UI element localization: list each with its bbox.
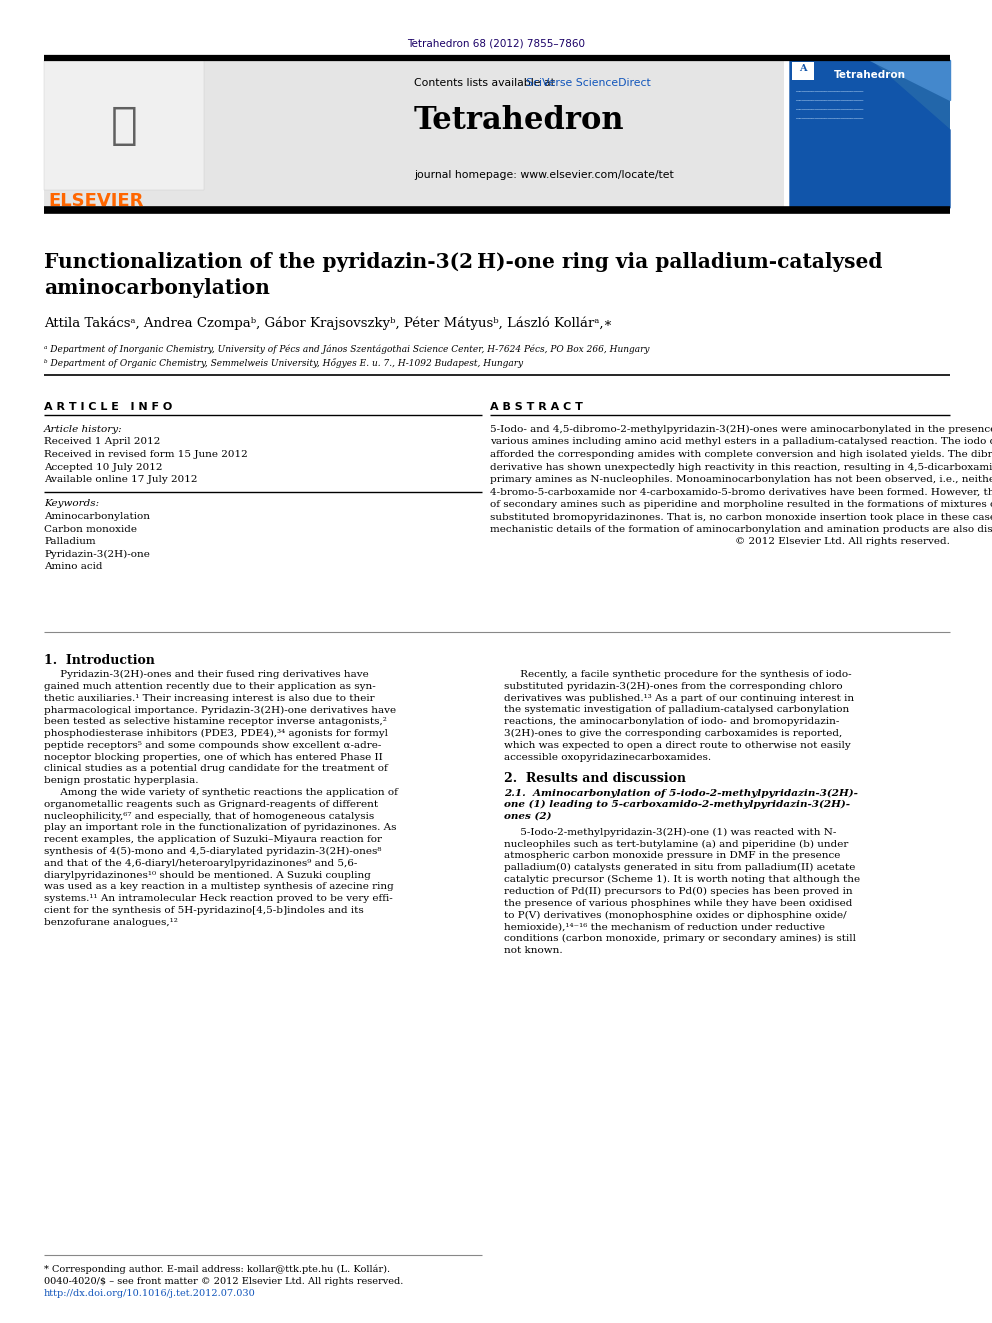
Text: primary amines as N-nucleophiles. Monoaminocarbonylation has not been observed, : primary amines as N-nucleophiles. Monoam… (490, 475, 992, 484)
Text: Available online 17 July 2012: Available online 17 July 2012 (44, 475, 197, 484)
Text: Accepted 10 July 2012: Accepted 10 July 2012 (44, 463, 163, 471)
Text: * Corresponding author. E-mail address: kollar@ttk.pte.hu (L. Kollár).: * Corresponding author. E-mail address: … (44, 1265, 390, 1274)
Text: been tested as selective histamine receptor inverse antagonists,²: been tested as selective histamine recep… (44, 717, 387, 726)
Text: cient for the synthesis of 5H-pyridazino[4,5-b]indoles and its: cient for the synthesis of 5H-pyridazino… (44, 906, 364, 916)
Text: peptide receptors⁵ and some compounds show excellent α-adre-: peptide receptors⁵ and some compounds sh… (44, 741, 381, 750)
Text: ᵇ Department of Organic Chemistry, Semmelweis University, Hőgyes E. u. 7., H-109: ᵇ Department of Organic Chemistry, Semme… (44, 359, 523, 368)
Text: 🌳: 🌳 (111, 103, 137, 147)
Text: ones (2): ones (2) (504, 812, 552, 822)
Text: nucleophilicity,⁶⁷ and especially, that of homogeneous catalysis: nucleophilicity,⁶⁷ and especially, that … (44, 811, 374, 820)
Text: Tetrahedron: Tetrahedron (414, 105, 625, 136)
Text: play an important role in the functionalization of pyridazinones. As: play an important role in the functional… (44, 823, 397, 832)
Text: Article history:: Article history: (44, 425, 123, 434)
Text: afforded the corresponding amides with complete conversion and high isolated yie: afforded the corresponding amides with c… (490, 450, 992, 459)
Text: Amino acid: Amino acid (44, 562, 102, 572)
Text: to P(V) derivatives (monophosphine oxides or diphosphine oxide/: to P(V) derivatives (monophosphine oxide… (504, 910, 846, 919)
Polygon shape (790, 60, 950, 208)
Text: reduction of Pd(II) precursors to Pd(0) species has been proved in: reduction of Pd(II) precursors to Pd(0) … (504, 886, 853, 896)
Text: hemioxide),¹⁴⁻¹⁶ the mechanism of reduction under reductive: hemioxide),¹⁴⁻¹⁶ the mechanism of reduct… (504, 922, 825, 931)
Bar (44, 60, 784, 208)
Text: conditions (carbon monoxide, primary or secondary amines) is still: conditions (carbon monoxide, primary or … (504, 934, 856, 943)
Text: ─────────────────────: ───────────────────── (795, 116, 863, 122)
Text: Pyridazin-3(2H)-ones and their fused ring derivatives have: Pyridazin-3(2H)-ones and their fused rin… (44, 669, 369, 679)
Text: aminocarbonylation: aminocarbonylation (44, 278, 270, 298)
Text: systems.¹¹ An intramolecular Heck reaction proved to be very effi-: systems.¹¹ An intramolecular Heck reacti… (44, 894, 393, 904)
Text: 2.  Results and discussion: 2. Results and discussion (504, 773, 686, 786)
Text: organometallic reagents such as Grignard-reagents of different: organometallic reagents such as Grignard… (44, 800, 378, 808)
Text: reactions, the aminocarbonylation of iodo- and bromopyridazin-: reactions, the aminocarbonylation of iod… (504, 717, 839, 726)
Text: nucleophiles such as tert-butylamine (a) and piperidine (b) under: nucleophiles such as tert-butylamine (a)… (504, 840, 848, 849)
Text: the systematic investigation of palladium-catalysed carbonylation: the systematic investigation of palladiu… (504, 705, 849, 714)
Text: http://dx.doi.org/10.1016/j.tet.2012.07.030: http://dx.doi.org/10.1016/j.tet.2012.07.… (44, 1289, 256, 1298)
Text: atmospheric carbon monoxide pressure in DMF in the presence: atmospheric carbon monoxide pressure in … (504, 852, 840, 860)
Bar (792, 62, 814, 79)
Bar (790, 60, 950, 208)
Text: catalytic precursor (Scheme 1). It is worth noting that although the: catalytic precursor (Scheme 1). It is wo… (504, 875, 860, 884)
Text: Palladium: Palladium (44, 537, 95, 546)
Text: Tetrahedron 68 (2012) 7855–7860: Tetrahedron 68 (2012) 7855–7860 (407, 38, 585, 48)
Bar (44, 60, 204, 191)
Text: diarylpyridazinones¹⁰ should be mentioned. A Suzuki coupling: diarylpyridazinones¹⁰ should be mentione… (44, 871, 371, 880)
Text: thetic auxiliaries.¹ Their increasing interest is also due to their: thetic auxiliaries.¹ Their increasing in… (44, 693, 375, 703)
Text: benign prostatic hyperplasia.: benign prostatic hyperplasia. (44, 777, 198, 785)
Text: ─────────────────────: ───────────────────── (795, 99, 863, 105)
Text: various amines including amino acid methyl esters in a palladium-catalysed react: various amines including amino acid meth… (490, 438, 992, 446)
Text: mechanistic details of the formation of aminocarbonylation and amination product: mechanistic details of the formation of … (490, 525, 992, 534)
Text: Pyridazin-3(2H)-one: Pyridazin-3(2H)-one (44, 549, 150, 558)
Polygon shape (870, 60, 950, 101)
Text: Recently, a facile synthetic procedure for the synthesis of iodo-: Recently, a facile synthetic procedure f… (504, 669, 851, 679)
Text: 5-Iodo- and 4,5-dibromo-2-methylpyridazin-3(2H)-ones were aminocarbonylated in t: 5-Iodo- and 4,5-dibromo-2-methylpyridazi… (490, 425, 992, 434)
Text: ᵃ Department of Inorganic Chemistry, University of Pécs and János Szentágothai S: ᵃ Department of Inorganic Chemistry, Uni… (44, 345, 650, 355)
Text: Keywords:: Keywords: (44, 500, 99, 508)
Text: gained much attention recently due to their application as syn-: gained much attention recently due to th… (44, 681, 376, 691)
Text: ─────────────────────: ───────────────────── (795, 108, 863, 112)
Text: substituted bromopyridazinones. That is, no carbon monoxide insertion took place: substituted bromopyridazinones. That is,… (490, 512, 992, 521)
Text: Attila Takácsᵃ, Andrea Czompaᵇ, Gábor Krajsovszkyᵇ, Péter Mátyusᵇ, László Kollár: Attila Takácsᵃ, Andrea Czompaᵇ, Gábor Kr… (44, 316, 612, 329)
Text: 0040-4020/$ – see front matter © 2012 Elsevier Ltd. All rights reserved.: 0040-4020/$ – see front matter © 2012 El… (44, 1277, 404, 1286)
Text: phosphodiesterase inhibitors (PDE3, PDE4),³⁴ agonists for formyl: phosphodiesterase inhibitors (PDE3, PDE4… (44, 729, 388, 738)
Text: Contents lists available at: Contents lists available at (414, 78, 558, 89)
Text: noceptor blocking properties, one of which has entered Phase II: noceptor blocking properties, one of whi… (44, 753, 383, 762)
Text: Received in revised form 15 June 2012: Received in revised form 15 June 2012 (44, 450, 248, 459)
Text: of secondary amines such as piperidine and morpholine resulted in the formations: of secondary amines such as piperidine a… (490, 500, 992, 509)
Text: Carbon monoxide: Carbon monoxide (44, 524, 137, 533)
Text: derivatives was published.¹³ As a part of our continuing interest in: derivatives was published.¹³ As a part o… (504, 693, 854, 703)
Text: one (1) leading to 5-carboxamido-2-methylpyridazin-3(2H)-: one (1) leading to 5-carboxamido-2-methy… (504, 800, 850, 810)
Text: derivative has shown unexpectedly high reactivity in this reaction, resulting in: derivative has shown unexpectedly high r… (490, 463, 992, 471)
Text: Functionalization of the pyridazin-3(2 H)-one ring via palladium-catalysed: Functionalization of the pyridazin-3(2 H… (44, 251, 883, 273)
Text: A R T I C L E   I N F O: A R T I C L E I N F O (44, 402, 173, 411)
Text: pharmacological importance. Pyridazin-3(2H)-one derivatives have: pharmacological importance. Pyridazin-3(… (44, 705, 396, 714)
Text: which was expected to open a direct route to otherwise not easily: which was expected to open a direct rout… (504, 741, 851, 750)
Text: synthesis of 4(5)-mono and 4,5-diarylated pyridazin-3(2H)-ones⁸: synthesis of 4(5)-mono and 4,5-diarylate… (44, 847, 382, 856)
Text: 4-bromo-5-carboxamide nor 4-carboxamido-5-bromo derivatives have been formed. Ho: 4-bromo-5-carboxamide nor 4-carboxamido-… (490, 487, 992, 496)
Text: 5-Iodo-2-methylpyridazin-3(2H)-one (1) was reacted with N-: 5-Iodo-2-methylpyridazin-3(2H)-one (1) w… (504, 828, 836, 837)
Text: A B S T R A C T: A B S T R A C T (490, 402, 583, 411)
Text: was used as a key reaction in a multistep synthesis of azecine ring: was used as a key reaction in a multiste… (44, 882, 394, 892)
Text: accessible oxopyridazinecarboxamides.: accessible oxopyridazinecarboxamides. (504, 753, 711, 762)
Text: palladium(0) catalysts generated in situ from palladium(II) acetate: palladium(0) catalysts generated in situ… (504, 863, 855, 872)
Text: Tetrahedron: Tetrahedron (834, 70, 906, 79)
Text: © 2012 Elsevier Ltd. All rights reserved.: © 2012 Elsevier Ltd. All rights reserved… (735, 537, 950, 546)
Text: journal homepage: www.elsevier.com/locate/tet: journal homepage: www.elsevier.com/locat… (414, 169, 674, 180)
Text: ELSEVIER: ELSEVIER (48, 192, 144, 210)
Text: substituted pyridazin-3(2H)-ones from the corresponding chloro: substituted pyridazin-3(2H)-ones from th… (504, 681, 842, 691)
Text: Received 1 April 2012: Received 1 April 2012 (44, 438, 161, 446)
Text: and that of the 4,6-diaryl/heteroarylpyridazinones⁹ and 5,6-: and that of the 4,6-diaryl/heteroarylpyr… (44, 859, 357, 868)
Text: not known.: not known. (504, 946, 562, 955)
Text: benzofurane analogues,¹²: benzofurane analogues,¹² (44, 918, 178, 927)
Text: 1.  Introduction: 1. Introduction (44, 654, 155, 667)
Text: the presence of various phosphines while they have been oxidised: the presence of various phosphines while… (504, 898, 852, 908)
Text: clinical studies as a potential drug candidate for the treatment of: clinical studies as a potential drug can… (44, 765, 388, 774)
Text: 3(2H)-ones to give the corresponding carboxamides is reported,: 3(2H)-ones to give the corresponding car… (504, 729, 842, 738)
Text: Among the wide variety of synthetic reactions the application of: Among the wide variety of synthetic reac… (44, 789, 398, 796)
Text: A: A (800, 64, 806, 73)
Text: ─────────────────────: ───────────────────── (795, 90, 863, 95)
Text: Aminocarbonylation: Aminocarbonylation (44, 512, 150, 521)
Text: SciVerse ScienceDirect: SciVerse ScienceDirect (526, 78, 651, 89)
Text: 2.1.  Aminocarbonylation of 5-iodo-2-methylpyridazin-3(2H)-: 2.1. Aminocarbonylation of 5-iodo-2-meth… (504, 789, 858, 798)
Text: recent examples, the application of Suzuki–Miyaura reaction for: recent examples, the application of Suzu… (44, 835, 382, 844)
